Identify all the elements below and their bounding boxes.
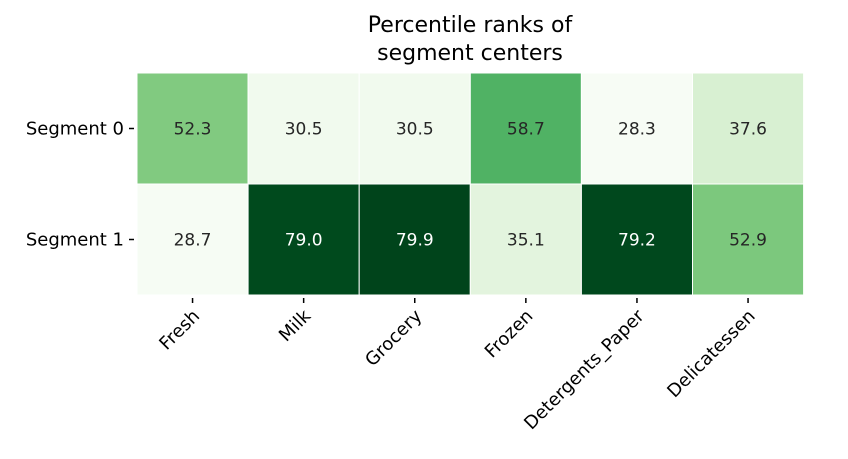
cell-value-label: 37.6 xyxy=(729,120,767,140)
chart-title-line-2: segment centers xyxy=(377,41,563,66)
cell-value-label: 79.2 xyxy=(618,231,656,251)
heatmap-cell xyxy=(247,183,360,296)
cell-value-label: 58.7 xyxy=(507,120,545,140)
cell-value-label: 79.0 xyxy=(285,231,323,251)
heatmap-cell xyxy=(136,183,249,296)
heatmap-cells: 52.3 30.5 30.5 58.7 28.3 37.6 28.7 79.0 79.9 35.1… xyxy=(136,72,805,296)
column-label: Detergents_Paper xyxy=(520,305,649,434)
heatmap-cell xyxy=(358,183,471,296)
heatmap-cell xyxy=(469,72,582,185)
heatmap-cell xyxy=(692,72,805,185)
cell-value-label: 28.7 xyxy=(174,231,212,251)
heatmap-cell xyxy=(247,72,360,185)
heatmap-cell xyxy=(469,183,582,296)
column-label: Milk xyxy=(275,305,316,346)
row-axis: Segment 0 Segment 1 xyxy=(26,119,134,251)
cell-value-label: 30.5 xyxy=(396,120,434,140)
heatmap-cell xyxy=(358,72,471,185)
cell-value-label: 30.5 xyxy=(285,120,323,140)
heatmap-cell xyxy=(692,183,805,296)
row-label: Segment 0 xyxy=(26,119,124,140)
heatmap-cell xyxy=(580,72,694,185)
cell-value-label: 52.3 xyxy=(174,120,212,140)
column-label: Fresh xyxy=(155,306,204,355)
heatmap-cell xyxy=(136,72,249,185)
cell-value-label: 35.1 xyxy=(507,231,545,251)
cell-value-label: 79.9 xyxy=(396,231,434,251)
cell-value-label: 52.9 xyxy=(729,231,767,251)
chart-title-line-1: Percentile ranks of xyxy=(368,13,574,38)
column-label: Frozen xyxy=(481,306,538,363)
column-label: Delicatessen xyxy=(663,306,759,402)
column-label: Grocery xyxy=(361,305,426,370)
cell-value-label: 28.3 xyxy=(618,120,656,140)
row-label: Segment 1 xyxy=(26,230,124,251)
